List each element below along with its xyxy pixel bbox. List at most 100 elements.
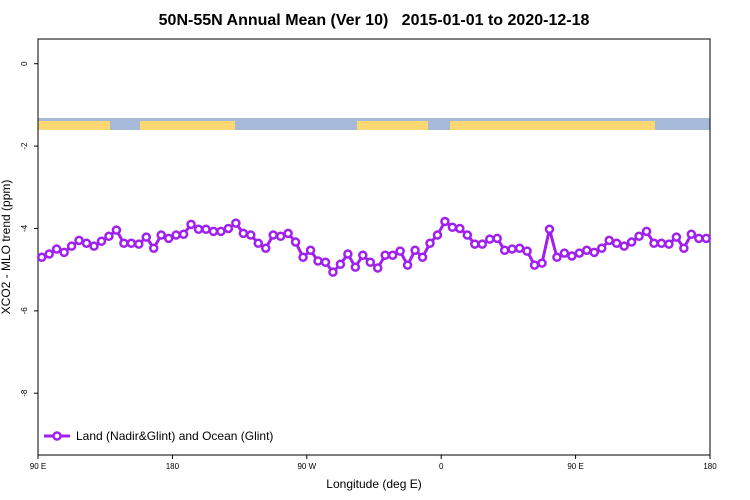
point <box>417 252 428 263</box>
x-axis-label: Longitude (deg E) <box>326 477 421 491</box>
x-tick-label: 90 W <box>297 462 316 471</box>
legend-label: Land (Nadir&Glint) and Ocean (Glint) <box>76 429 273 443</box>
point <box>216 226 226 237</box>
point <box>59 247 69 258</box>
point <box>372 263 383 273</box>
land-ocean-strip <box>38 118 710 130</box>
point <box>305 245 316 256</box>
point <box>701 233 712 244</box>
point <box>313 256 323 266</box>
point <box>626 237 637 247</box>
point <box>567 251 577 261</box>
point <box>514 243 525 253</box>
point <box>290 237 301 247</box>
point <box>74 235 84 246</box>
point <box>343 249 353 259</box>
point <box>89 241 99 251</box>
point <box>126 238 137 249</box>
point <box>499 245 510 256</box>
point <box>96 236 107 246</box>
point <box>156 230 166 240</box>
point <box>298 252 308 263</box>
point <box>387 250 398 260</box>
point <box>238 228 249 239</box>
point <box>51 244 62 254</box>
point <box>440 216 450 227</box>
point <box>492 233 502 244</box>
point <box>596 243 607 253</box>
point <box>559 248 570 258</box>
point <box>656 238 667 249</box>
point <box>193 224 204 235</box>
point <box>484 234 495 244</box>
point <box>119 238 129 249</box>
point <box>537 258 547 268</box>
point <box>148 243 159 253</box>
point <box>365 257 376 267</box>
point <box>455 223 465 234</box>
point <box>664 239 674 249</box>
point <box>171 230 181 240</box>
point <box>208 226 219 237</box>
point <box>178 229 189 239</box>
point <box>275 231 286 242</box>
point <box>134 239 144 249</box>
x-tick-label: 0 <box>439 462 444 471</box>
point <box>544 224 555 235</box>
point <box>589 247 600 258</box>
point <box>447 222 458 232</box>
chart-title: 50N-55N Annual Mean (Ver 10) 2015-01-01 … <box>159 12 590 29</box>
point <box>141 232 152 242</box>
x-tick-label: 180 <box>703 462 717 471</box>
point <box>619 241 629 251</box>
legend-marker <box>52 431 62 441</box>
point <box>604 235 614 246</box>
point <box>223 223 234 234</box>
point <box>507 244 517 254</box>
point <box>582 245 592 256</box>
y-tick-label: -8 <box>20 389 29 397</box>
point <box>395 246 405 256</box>
point <box>671 232 682 242</box>
point <box>432 230 443 240</box>
point <box>649 238 659 249</box>
point <box>574 248 585 258</box>
point <box>66 241 77 251</box>
point <box>350 262 361 272</box>
point <box>320 257 331 267</box>
point <box>679 243 689 253</box>
point <box>611 238 622 249</box>
point <box>260 243 271 253</box>
point <box>358 250 368 260</box>
y-tick-label: -6 <box>20 307 29 315</box>
point <box>410 245 420 256</box>
point <box>529 260 540 270</box>
point <box>694 233 704 244</box>
point <box>470 239 480 249</box>
point <box>402 260 413 270</box>
y-tick-label: 0 <box>20 61 29 66</box>
point <box>163 233 174 244</box>
point <box>328 267 338 277</box>
point <box>634 231 644 242</box>
point <box>186 219 196 230</box>
point <box>686 229 697 239</box>
point <box>104 231 114 242</box>
plot-frame <box>37 38 711 456</box>
point <box>36 252 47 263</box>
x-tick-label: 90 E <box>30 462 46 471</box>
y-tick-label: -2 <box>20 142 29 150</box>
point <box>246 230 256 240</box>
point <box>268 230 278 240</box>
x-tick-label: 90 E <box>567 462 583 471</box>
y-axis-label: XCO2 - MLO trend (ppm) <box>0 180 13 315</box>
point <box>522 246 532 256</box>
point <box>283 228 293 239</box>
point <box>111 225 122 235</box>
point <box>462 230 473 240</box>
point <box>477 239 488 249</box>
point <box>425 238 435 249</box>
point <box>81 238 92 249</box>
